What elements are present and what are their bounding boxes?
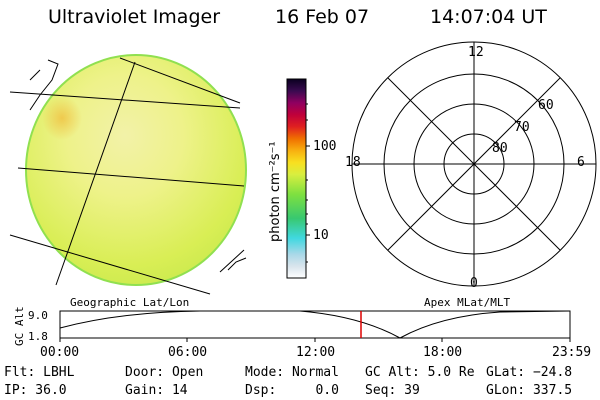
mlt-label-18: 18	[345, 155, 361, 170]
time-tick-2359: 23:59	[552, 345, 592, 360]
info-door: Door: Open	[125, 365, 204, 380]
instrument-title: Ultraviolet Imager	[48, 6, 221, 28]
mlt-label-0: 0	[470, 276, 478, 291]
coastline	[29, 59, 59, 111]
info-seq: Seq: 39	[365, 383, 420, 398]
lat-label-80: 80	[492, 141, 508, 156]
lat-label-60: 60	[538, 98, 554, 113]
info-mode: Mode: Normal	[245, 365, 339, 380]
time-tick-0600: 06:00	[168, 345, 208, 360]
altitude-ytick-1: 1.8	[28, 330, 48, 343]
lat-label-70: 70	[514, 120, 530, 135]
altitude-ylabel: GC Alt	[13, 306, 26, 346]
polar-plot	[351, 41, 597, 287]
left-map-caption: Geographic Lat/Lon	[70, 296, 190, 309]
time-tick-1200: 12:00	[296, 345, 336, 360]
coastline	[227, 257, 247, 271]
time-label: 14:07:04 UT	[430, 6, 547, 28]
colorbar-tick-100: 100	[313, 139, 337, 154]
right-map-caption: Apex MLat/MLT	[424, 296, 511, 309]
time-tick-0000: 00:00	[40, 345, 80, 360]
colorbar-tick-10: 10	[313, 228, 329, 243]
mlt-label-12: 12	[468, 45, 484, 60]
time-tick-1800: 18:00	[423, 345, 463, 360]
altitude-strip	[59, 310, 571, 342]
colorbar-unit-label: photon cm⁻²s⁻¹	[268, 141, 283, 242]
info-filter: Flt: LBHL	[4, 365, 75, 380]
mlt-label-6: 6	[577, 155, 585, 170]
date-label: 16 Feb 07	[275, 6, 370, 28]
colorbar	[286, 78, 307, 279]
info-glat: GLat: −24.8	[486, 365, 573, 380]
info-ip: IP: 36.0	[4, 383, 67, 398]
colorbar-ticks	[306, 103, 310, 263]
info-gain: Gain: 14	[125, 383, 188, 398]
info-gc-alt: GC Alt: 5.0 Re	[365, 365, 475, 380]
info-dsp: Dsp: 0.0	[245, 383, 339, 398]
uv-image-disk	[25, 54, 247, 286]
altitude-ytick-9: 9.0	[28, 309, 48, 322]
geographic-grid	[9, 57, 245, 295]
info-glon: GLon: 337.5	[486, 383, 573, 398]
